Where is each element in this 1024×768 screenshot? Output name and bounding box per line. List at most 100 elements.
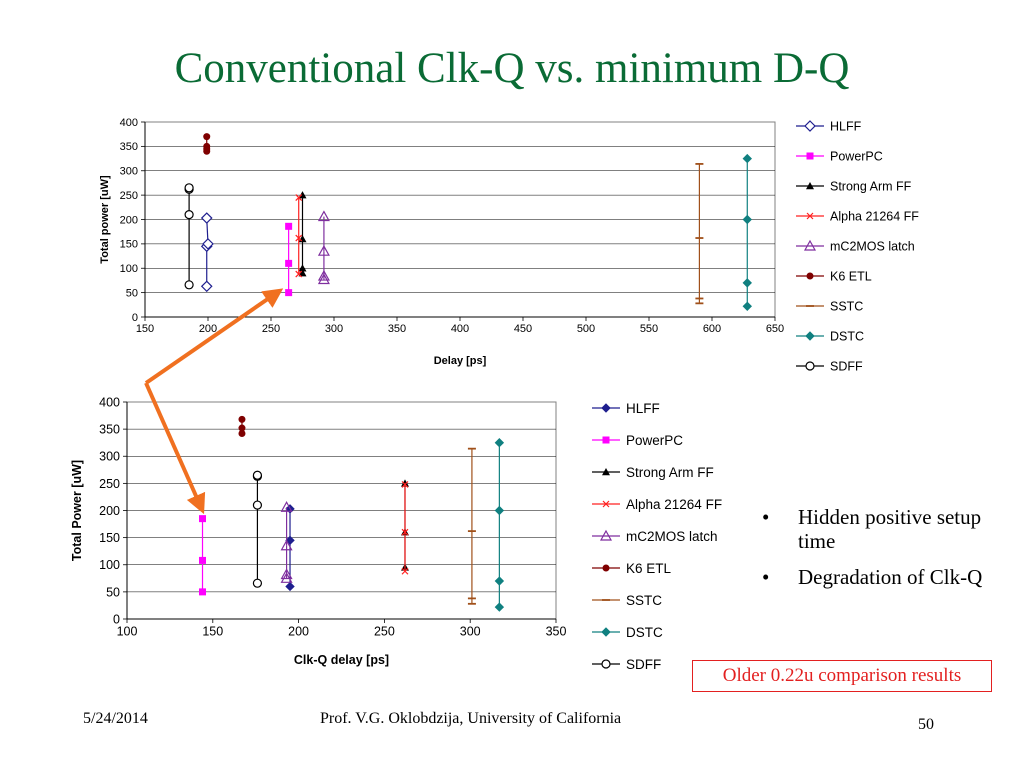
- legend-entry: Strong Arm FF: [830, 180, 912, 194]
- data-point: [400, 479, 409, 487]
- series-mc2mos-latch: [280, 501, 293, 583]
- series-mc2mos-latch: [317, 210, 330, 285]
- legend-marker: [602, 436, 610, 444]
- y-tick-label: 250: [99, 477, 120, 491]
- x-tick-label: 250: [262, 323, 280, 335]
- data-point: [742, 301, 752, 311]
- data-point: [252, 500, 263, 510]
- data-point: [203, 142, 211, 150]
- legend: HLFF PowerPC Strong Arm FF Alpha 21264 FF mC…: [796, 120, 919, 374]
- data-point: [252, 578, 263, 588]
- legend-entry: SSTC: [830, 300, 863, 314]
- y-tick-label: 300: [99, 450, 120, 464]
- series-dstc: [494, 437, 505, 612]
- y-tick-label: 0: [113, 612, 120, 626]
- legend-entry: mC2MOS latch: [830, 240, 915, 254]
- data-point: [203, 133, 211, 141]
- page-number: 50: [918, 716, 934, 733]
- legend-marker: [805, 331, 815, 341]
- legend-marker: [806, 182, 814, 190]
- legend-marker: [601, 403, 611, 413]
- legend-entry: PowerPC: [626, 433, 683, 448]
- legend-marker: [803, 239, 817, 251]
- x-tick-label: 250: [374, 625, 395, 639]
- series-alpha-21264-ff: [401, 481, 409, 575]
- x-tick-label: 200: [288, 625, 309, 639]
- x-tick-label: 200: [199, 323, 217, 335]
- x-tick-label: 400: [451, 323, 469, 335]
- data-point: [317, 210, 330, 222]
- y-axis-label: Total Power [uW]: [70, 460, 84, 561]
- comparison-note: Older 0.22u comparison results: [692, 660, 992, 692]
- data-point: [238, 429, 246, 437]
- y-tick-label: 400: [120, 117, 138, 129]
- x-tick-label: 300: [460, 625, 481, 639]
- arrow-to-top-chart: [144, 288, 284, 385]
- data-point: [280, 572, 293, 583]
- data-point: [401, 481, 409, 488]
- series-hlff: [200, 212, 214, 293]
- data-point: [295, 270, 303, 278]
- x-tick-label: 150: [202, 625, 223, 639]
- series-dstc: [742, 153, 752, 311]
- data-point: [199, 588, 207, 596]
- bullet-list: Hidden positive setup time Degradation o…: [760, 505, 990, 601]
- x-axis-label: Clk-Q delay [ps]: [294, 653, 389, 667]
- arrow-to-bottom-chart: [144, 382, 206, 515]
- legend-marker: [601, 627, 611, 637]
- y-tick-label: 100: [99, 558, 120, 572]
- data-point: [742, 278, 752, 288]
- legend-entry: SDFF: [626, 657, 661, 672]
- y-tick-label: 0: [132, 312, 138, 324]
- legend-entry: DSTC: [626, 625, 663, 640]
- x-tick-label: 600: [703, 323, 721, 335]
- data-point: [285, 259, 293, 267]
- x-tick-label: 450: [514, 323, 532, 335]
- data-point: [742, 214, 752, 225]
- series-powerpc: [285, 222, 293, 297]
- data-point: [280, 539, 293, 551]
- data-point: [401, 528, 409, 536]
- series-sdff: [252, 470, 263, 588]
- x-tick-label: 100: [117, 625, 138, 639]
- legend-marker: [601, 659, 611, 669]
- slide-title: Conventional Clk-Q vs. minimum D-Q: [174, 45, 850, 92]
- legend-entry: mC2MOS latch: [626, 529, 718, 544]
- legend-entry: HLFF: [626, 401, 660, 416]
- y-tick-label: 400: [99, 395, 120, 409]
- legend-marker: [805, 361, 815, 371]
- data-point: [199, 556, 207, 564]
- data-point: [494, 602, 505, 612]
- legend-entry: SSTC: [626, 593, 662, 608]
- legend-marker: [602, 468, 610, 476]
- legend-marker: [602, 564, 610, 572]
- legend-entry: Alpha 21264 FF: [626, 497, 722, 512]
- y-tick-label: 300: [120, 166, 138, 178]
- legend-entry: K6 ETL: [626, 561, 672, 576]
- x-tick-label: 300: [325, 323, 343, 335]
- legend-entry: DSTC: [830, 330, 864, 344]
- x-tick-label: 550: [640, 323, 658, 335]
- legend-entry: K6 ETL: [830, 270, 872, 284]
- data-point: [298, 269, 307, 277]
- legend-entry: SDFF: [830, 360, 863, 374]
- x-axis-label: Delay [ps]: [434, 355, 487, 367]
- data-point: [200, 280, 213, 293]
- y-tick-label: 200: [99, 504, 120, 518]
- x-tick-label: 500: [577, 323, 595, 335]
- y-tick-label: 350: [99, 423, 120, 437]
- y-tick-label: 150: [120, 239, 138, 251]
- data-point: [238, 415, 246, 423]
- legend-marker: [806, 152, 814, 160]
- data-point: [252, 470, 263, 480]
- data-point: [199, 515, 207, 523]
- y-tick-label: 250: [120, 190, 138, 202]
- data-point: [295, 234, 303, 242]
- bullet-item: Degradation of Clk-Q: [760, 565, 990, 589]
- legend-marker: [806, 212, 814, 220]
- data-point: [742, 153, 752, 164]
- legend-marker: [602, 500, 610, 508]
- x-tick-label: 350: [546, 625, 567, 639]
- y-axis-label: Total power [uW]: [99, 175, 111, 264]
